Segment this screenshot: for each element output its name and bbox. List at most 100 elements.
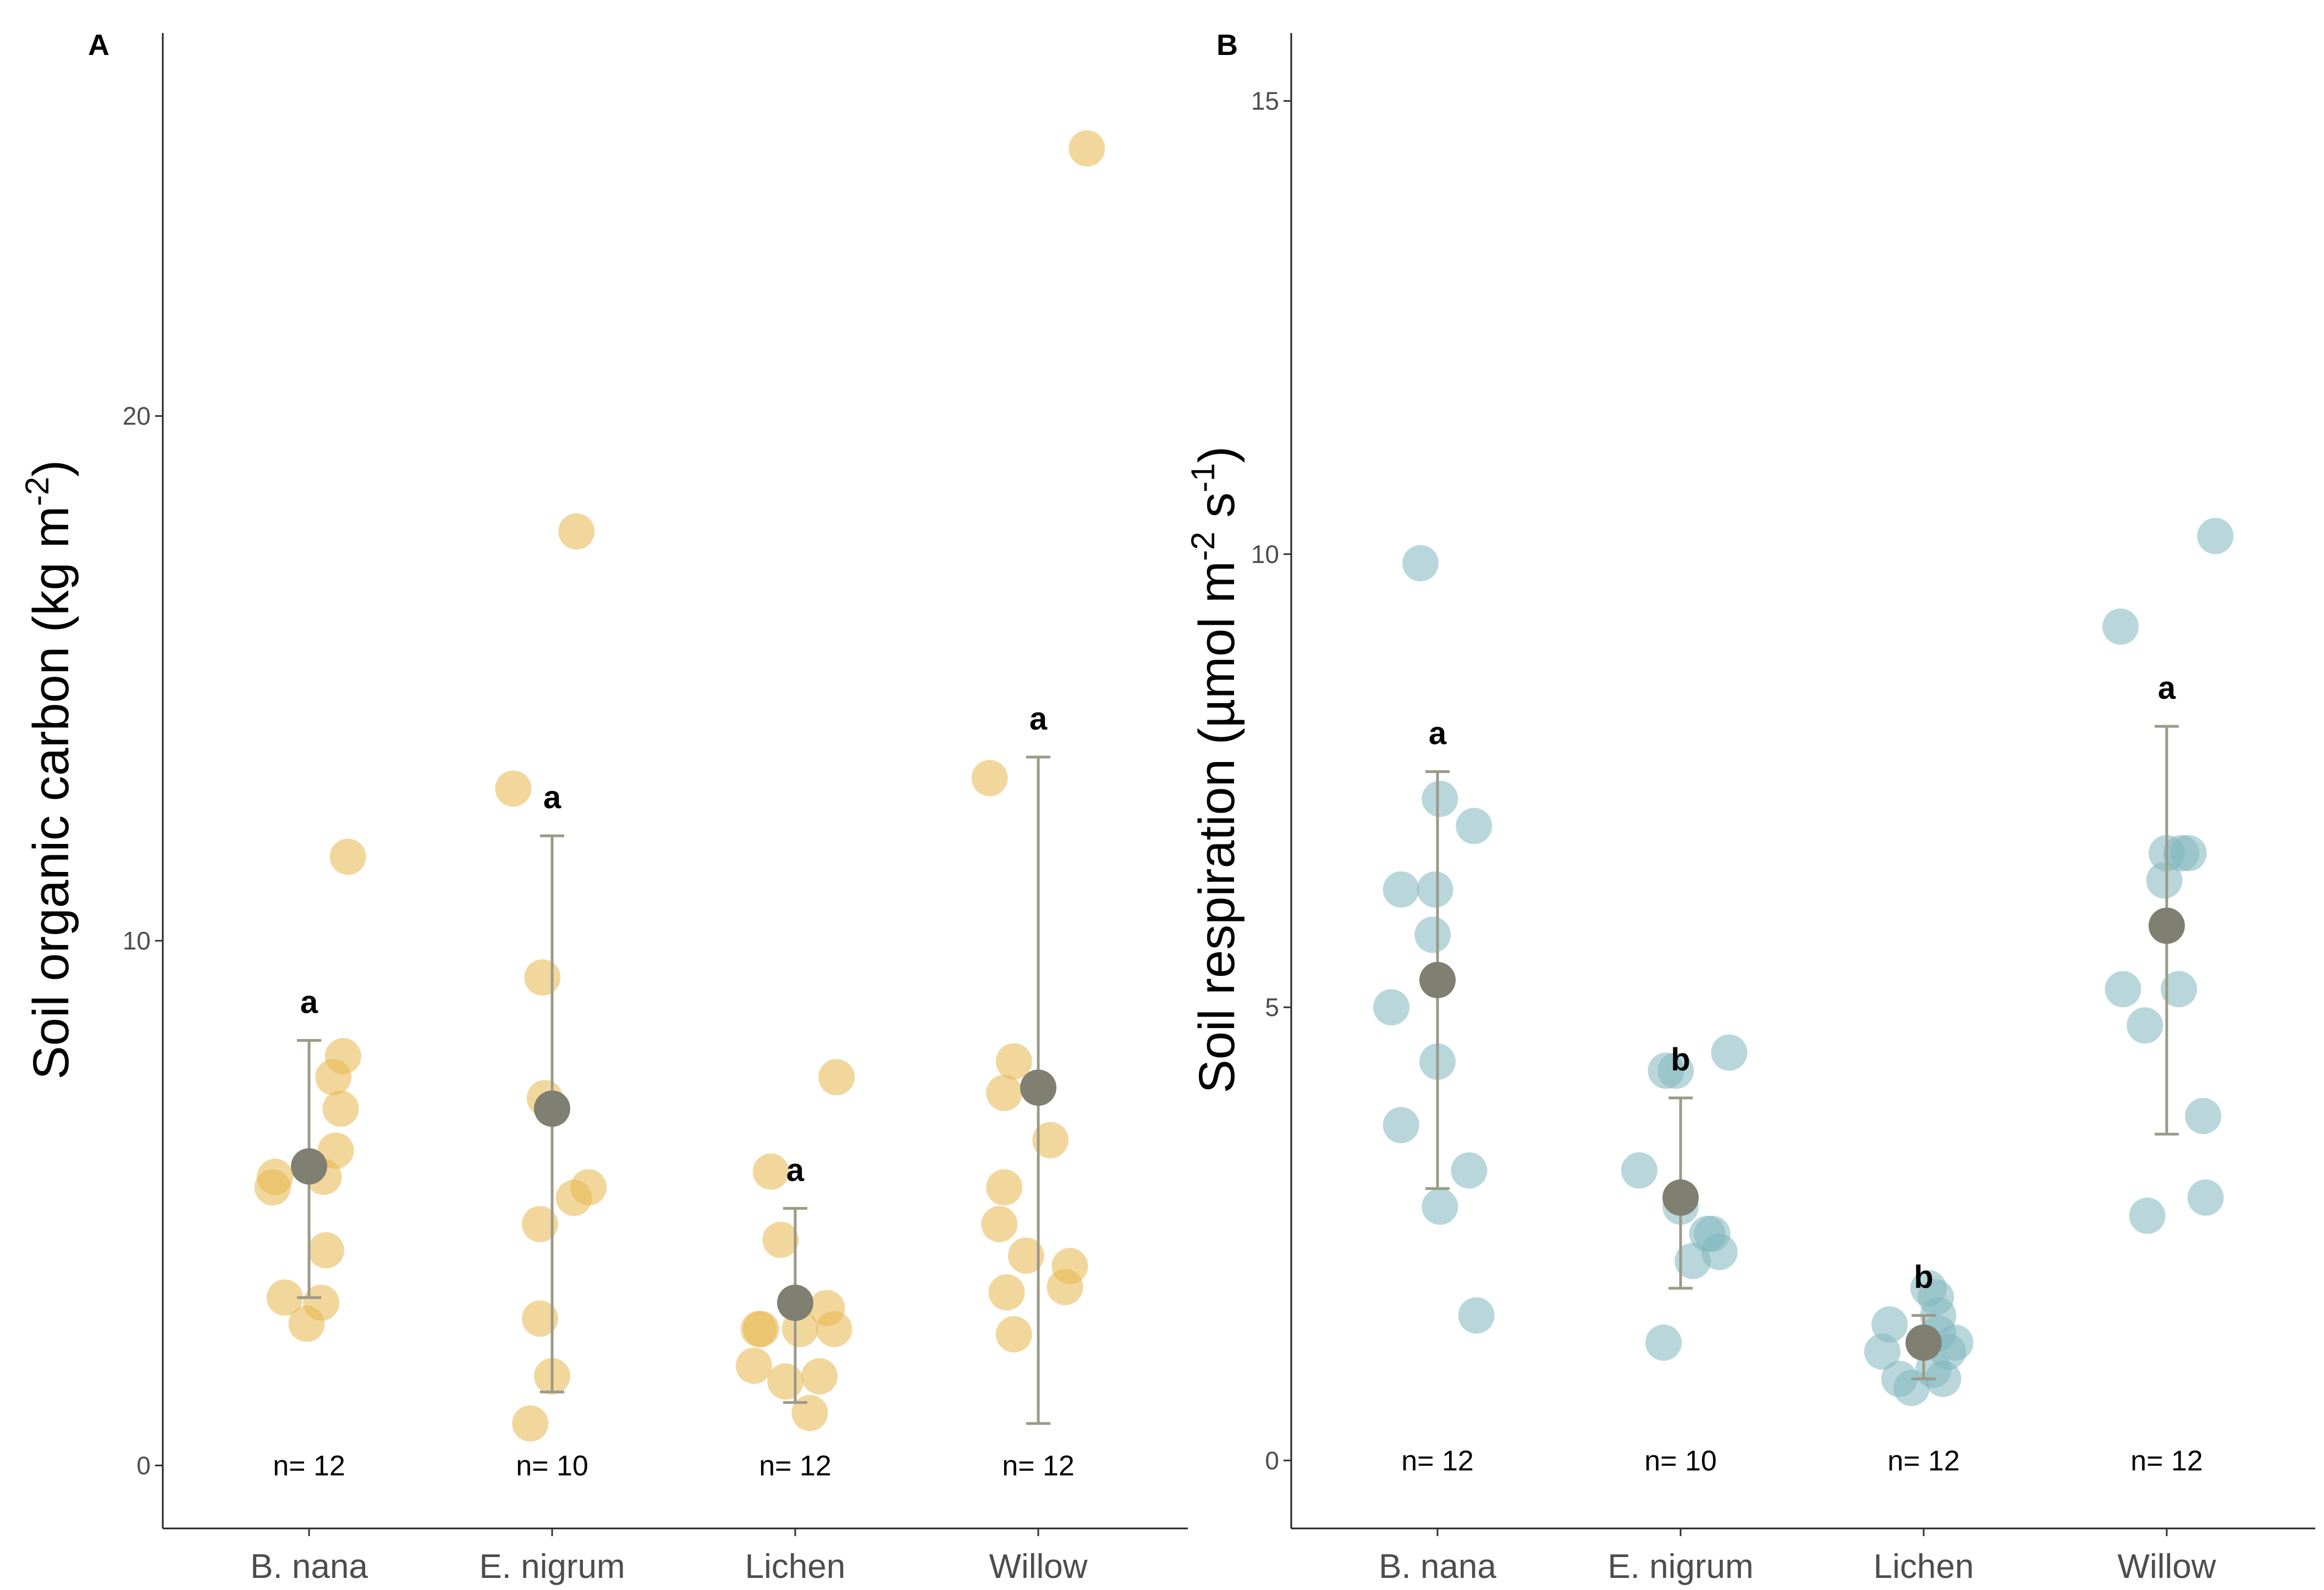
panel-a-significance-letter: a bbox=[786, 1152, 805, 1188]
panel-b-y-axis-title-part: Soil respiration (µmol m bbox=[1189, 561, 1245, 1093]
panel-a-n-label: n= 12 bbox=[1002, 1450, 1075, 1482]
panel-b-data-point bbox=[1711, 1034, 1748, 1071]
panel-b-data-point bbox=[1451, 1152, 1488, 1189]
panel-a-data-point bbox=[801, 1358, 838, 1395]
panel-a-x-tick-label: Willow bbox=[989, 1548, 1087, 1586]
panel-a-data-point bbox=[735, 1348, 772, 1384]
panel-a-mean-point bbox=[1020, 1069, 1056, 1106]
panel-a-y-tick-label: 20 bbox=[123, 402, 151, 430]
panel-a-data-point bbox=[1069, 130, 1105, 167]
panel-a: A 0 10 20 Soil organic carbon (kg m-2) B. na… bbox=[19, 29, 1188, 1586]
panel-b-data-point bbox=[1864, 1333, 1901, 1370]
panel-a-y-axis-title: Soil organic carbon (kg m-2) bbox=[19, 460, 79, 1079]
panel-b-data-point bbox=[1925, 1361, 1962, 1397]
panel-a-significance-letter: a bbox=[1029, 701, 1048, 737]
panel-b-data-point bbox=[1871, 1306, 1908, 1343]
panel-a-data-point bbox=[512, 1405, 549, 1442]
panel-a-data-point bbox=[266, 1279, 303, 1316]
panel-b-data-point bbox=[1456, 808, 1493, 844]
panel-a-n-label: n= 10 bbox=[516, 1450, 588, 1482]
panel-b-x-tick-label: E. nigrum bbox=[1607, 1548, 1753, 1586]
panel-b-data-point bbox=[1383, 1107, 1419, 1144]
panel-a-n-label: n= 12 bbox=[759, 1450, 831, 1482]
panel-b-x-tick-label: Lichen bbox=[1874, 1548, 1974, 1586]
panel-a-y-axis-title-part: Soil organic carbon (kg m bbox=[23, 506, 79, 1079]
panel-a-data-point bbox=[971, 760, 1008, 797]
panel-a-data-point bbox=[558, 513, 595, 550]
panel-b-y-tick-label: 15 bbox=[1251, 87, 1279, 115]
panel-a-data-point bbox=[324, 1038, 361, 1075]
panel-b-data-point bbox=[1621, 1152, 1657, 1189]
panel-b-data-point bbox=[1383, 871, 1419, 908]
panel-a-data-point bbox=[791, 1395, 828, 1432]
panel-b: B 0 5 10 15 Soil respiration (µmol m-2 s-1) B… bbox=[1185, 29, 2315, 1586]
panel-b-significance-letter: a bbox=[1429, 716, 1447, 752]
panel-b-n-label: n= 12 bbox=[1887, 1445, 1960, 1477]
panel-b-data-point bbox=[1417, 871, 1453, 908]
panel-a-y-axis-title-part: -2 bbox=[19, 477, 56, 506]
panel-a-n-label: n= 12 bbox=[273, 1450, 345, 1482]
panel-b-mean-point bbox=[1662, 1179, 1699, 1216]
panel-b-x-tick-label: Willow bbox=[2117, 1548, 2216, 1586]
panel-b-letter: B bbox=[1216, 29, 1238, 62]
panel-a-data-point bbox=[752, 1153, 789, 1190]
panel-b-data-point bbox=[2102, 608, 2139, 645]
panel-a-data-point bbox=[322, 1090, 359, 1127]
panel-a-data-point bbox=[521, 1206, 558, 1243]
panel-b-data-point bbox=[1422, 1188, 1458, 1225]
panel-a-x-tick-label: E. nigrum bbox=[479, 1548, 625, 1586]
panel-a-y-tick-label: 0 bbox=[136, 1451, 151, 1479]
panel-b-data-point bbox=[1701, 1234, 1738, 1271]
panel-b-data-point bbox=[1648, 1052, 1684, 1089]
panel-a-y-axis-title-part: ) bbox=[23, 460, 79, 477]
panel-a-mean-point bbox=[291, 1148, 327, 1185]
panel-b-axes: 0 5 10 15 Soil respiration (µmol m-2 s-1) B. … bbox=[1185, 33, 2315, 1586]
panel-b-n-label: n= 12 bbox=[1401, 1445, 1474, 1477]
panel-b-data-point bbox=[1422, 780, 1458, 817]
panel-a-data-point bbox=[762, 1222, 799, 1258]
panel-a-mean-point bbox=[534, 1090, 570, 1127]
panel-a-data-point bbox=[743, 1311, 780, 1348]
panel-b-data-point bbox=[2146, 862, 2183, 899]
panel-b-data-point bbox=[1373, 989, 1410, 1026]
panel-a-data-point bbox=[495, 770, 532, 807]
panel-b-data-point bbox=[2187, 1179, 2224, 1216]
panel-b-data-point bbox=[2129, 1197, 2166, 1234]
panel-a-data-point bbox=[981, 1206, 1018, 1243]
panel-a-data-point bbox=[816, 1311, 852, 1348]
panel-b-n-label: n= 12 bbox=[2130, 1445, 2203, 1477]
panel-b-mean-point bbox=[1906, 1324, 1942, 1361]
panel-a-data-point bbox=[986, 1074, 1023, 1111]
panel-b-mean-point bbox=[2149, 907, 2185, 944]
panel-b-data-point bbox=[2170, 835, 2207, 871]
panel-b-data-point bbox=[1402, 545, 1439, 582]
panel-a-data-point bbox=[995, 1043, 1032, 1080]
panel-b-data-point bbox=[1937, 1324, 1974, 1361]
panel-b-y-axis-title: Soil respiration (µmol m-2 s-1) bbox=[1185, 446, 1245, 1093]
panel-a-data-point bbox=[570, 1169, 607, 1206]
panel-b-significance-letter: b bbox=[1671, 1042, 1690, 1078]
panel-b-y-axis-title-part: -1 bbox=[1185, 463, 1221, 492]
panel-b-y-axis-title-part: ) bbox=[1189, 446, 1245, 463]
panel-a-x-tick-label: B. nana bbox=[250, 1548, 368, 1586]
panel-a-data-point bbox=[329, 838, 366, 875]
panel-b-x-tick-label: B. nana bbox=[1379, 1548, 1496, 1586]
panel-a-data-point bbox=[818, 1059, 855, 1096]
panel-b-significance-letter: b bbox=[1914, 1260, 1933, 1295]
panel-a-data-point bbox=[1007, 1237, 1044, 1274]
panel-a-data-point bbox=[767, 1363, 804, 1400]
panel-b-data-point bbox=[1645, 1324, 1682, 1361]
panel-b-significance-letter: a bbox=[2158, 670, 2176, 706]
panel-a-significance-letter: a bbox=[543, 780, 561, 815]
panel-b-y-axis-title-part: s bbox=[1189, 492, 1245, 532]
panel-a-axes: 0 10 20 Soil organic carbon (kg m-2) B. nana… bbox=[19, 33, 1188, 1586]
panel-a-data-point bbox=[521, 1300, 558, 1337]
panel-b-mean-point bbox=[1419, 962, 1456, 998]
panel-b-y-axis-title-part: -2 bbox=[1185, 532, 1221, 561]
panel-b-data-point bbox=[2197, 517, 2234, 554]
panel-a-data-point bbox=[317, 1132, 354, 1169]
panel-a-letter: A bbox=[88, 29, 109, 62]
panel-b-data-point bbox=[2105, 971, 2141, 1008]
panel-a-y-tick-label: 10 bbox=[123, 926, 151, 955]
